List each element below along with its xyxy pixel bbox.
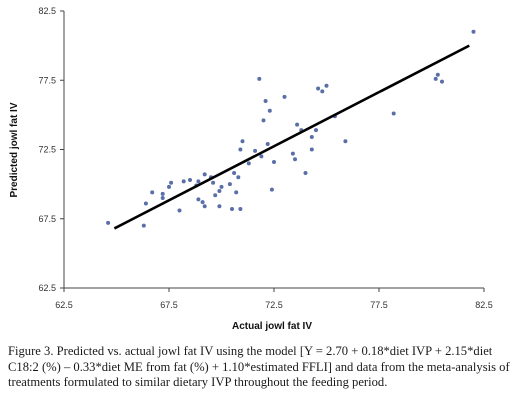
data-point — [238, 207, 243, 212]
data-point — [188, 177, 192, 182]
data-points — [106, 29, 476, 228]
x-tick-label: 67.5 — [160, 300, 178, 310]
data-point — [202, 172, 207, 177]
data-point — [324, 83, 329, 88]
data-point — [257, 76, 262, 81]
y-tick-label: 82.5 — [38, 6, 56, 16]
data-point — [263, 99, 268, 104]
data-point — [246, 161, 251, 166]
data-point — [316, 86, 321, 91]
data-point — [471, 29, 476, 34]
data-point — [143, 201, 148, 206]
data-point — [211, 180, 216, 185]
data-point — [217, 204, 222, 209]
x-tick-label: 62.5 — [55, 300, 73, 310]
data-point — [219, 184, 224, 189]
data-point — [343, 139, 348, 144]
data-point — [267, 108, 272, 113]
data-point — [265, 141, 270, 146]
figure-caption: Figure 3. Predicted vs. actual jowl fat … — [8, 344, 510, 389]
data-point — [196, 197, 201, 202]
data-point — [253, 148, 258, 153]
data-point — [232, 171, 237, 176]
y-tick-label: 67.5 — [38, 214, 56, 224]
x-tick-label: 82.5 — [475, 300, 493, 310]
data-point — [106, 220, 111, 225]
data-point — [282, 94, 287, 99]
data-point — [181, 179, 186, 184]
data-point — [261, 118, 266, 123]
data-point — [160, 191, 165, 196]
data-point — [238, 147, 243, 152]
data-point — [234, 190, 239, 195]
y-axis-ticks: 62.5 67.5 72.5 77.5 82.5 — [38, 6, 64, 293]
data-point — [240, 139, 245, 144]
data-point — [167, 184, 171, 189]
data-point — [295, 122, 300, 127]
chart-axes — [63, 11, 484, 289]
x-axis-label: Actual jowl fat IV — [232, 321, 312, 332]
data-point — [213, 193, 218, 198]
data-point — [290, 151, 295, 156]
data-point — [435, 72, 440, 77]
y-tick-label: 62.5 — [38, 283, 56, 293]
data-point — [202, 204, 207, 209]
data-point — [303, 171, 308, 176]
regression-line-group — [113, 44, 470, 230]
x-tick-label: 77.5 — [370, 300, 388, 310]
data-point — [309, 135, 314, 140]
data-point — [272, 159, 276, 164]
data-point — [259, 154, 264, 159]
scatter-chart: 62.5 67.5 72.5 77.5 82.5 62.5 67.5 72.5 77.5 82.… — [9, 6, 493, 332]
data-point — [391, 111, 396, 116]
regression-line — [113, 44, 470, 230]
data-point — [200, 200, 205, 205]
data-point — [177, 208, 182, 213]
x-tick-label: 72.5 — [265, 300, 283, 310]
data-point — [227, 182, 232, 187]
data-point — [150, 190, 155, 195]
data-point — [217, 189, 222, 194]
data-point — [440, 79, 444, 84]
y-tick-label: 77.5 — [38, 75, 56, 85]
data-point — [433, 76, 438, 81]
y-tick-label: 72.5 — [38, 145, 56, 155]
data-point — [236, 175, 241, 180]
data-point — [160, 195, 165, 200]
y-axis-label: Predicted jowl fat IV — [9, 102, 20, 197]
data-point — [309, 147, 314, 152]
data-point — [196, 179, 201, 184]
data-point — [314, 128, 318, 133]
data-point — [141, 223, 146, 228]
data-point — [230, 207, 234, 212]
data-point — [320, 89, 325, 94]
data-point — [293, 157, 297, 162]
x-axis-ticks: 62.5 67.5 72.5 77.5 82.5 — [55, 288, 493, 310]
data-point — [169, 180, 174, 185]
data-point — [269, 187, 274, 192]
